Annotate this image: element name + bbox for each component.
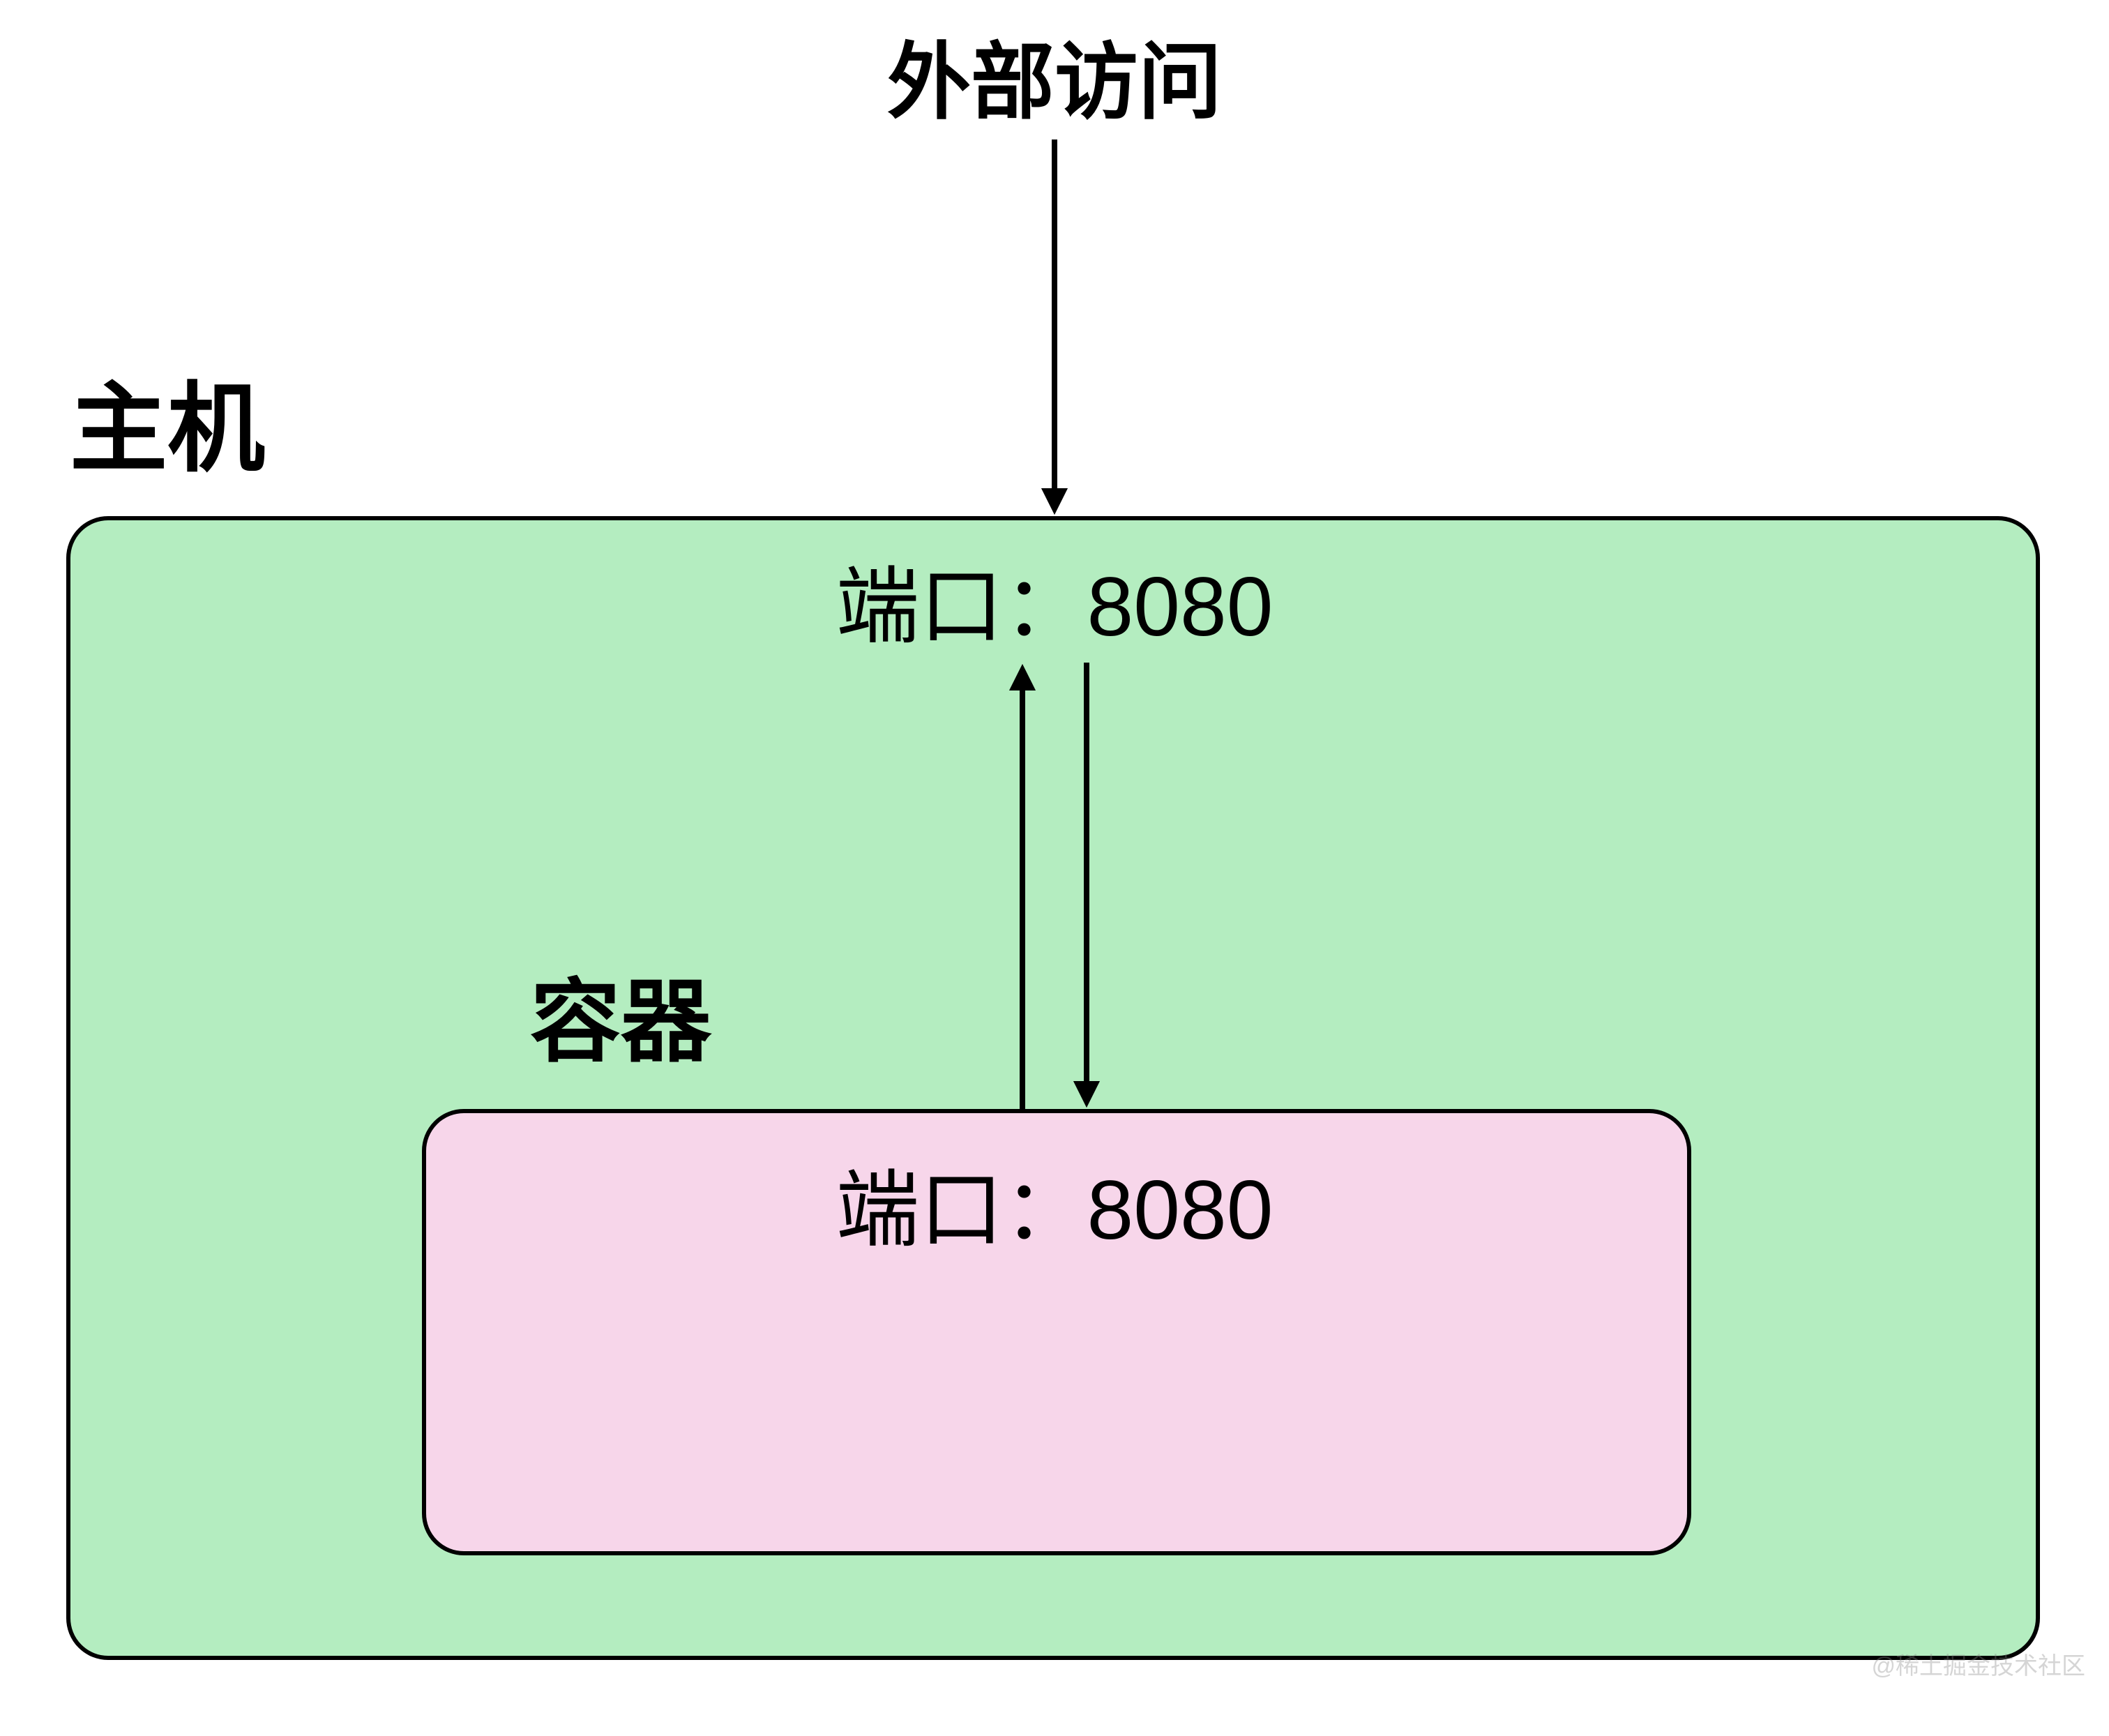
host-label: 主机 [70,375,265,483]
arrows-layer [0,0,2109,1736]
diagram-canvas: 外部访问 主机 端口：8080 容器 端口：8080 @稀土掘金技术社区 [0,0,2109,1736]
container-port-label: 端口：8080 [836,1164,1273,1256]
watermark-text: @稀土掘金技术社区 [1871,1654,2085,1680]
external-access-label: 外部访问 [887,36,1222,128]
host-port-label: 端口：8080 [836,561,1273,653]
container-label: 容器 [530,972,711,1072]
